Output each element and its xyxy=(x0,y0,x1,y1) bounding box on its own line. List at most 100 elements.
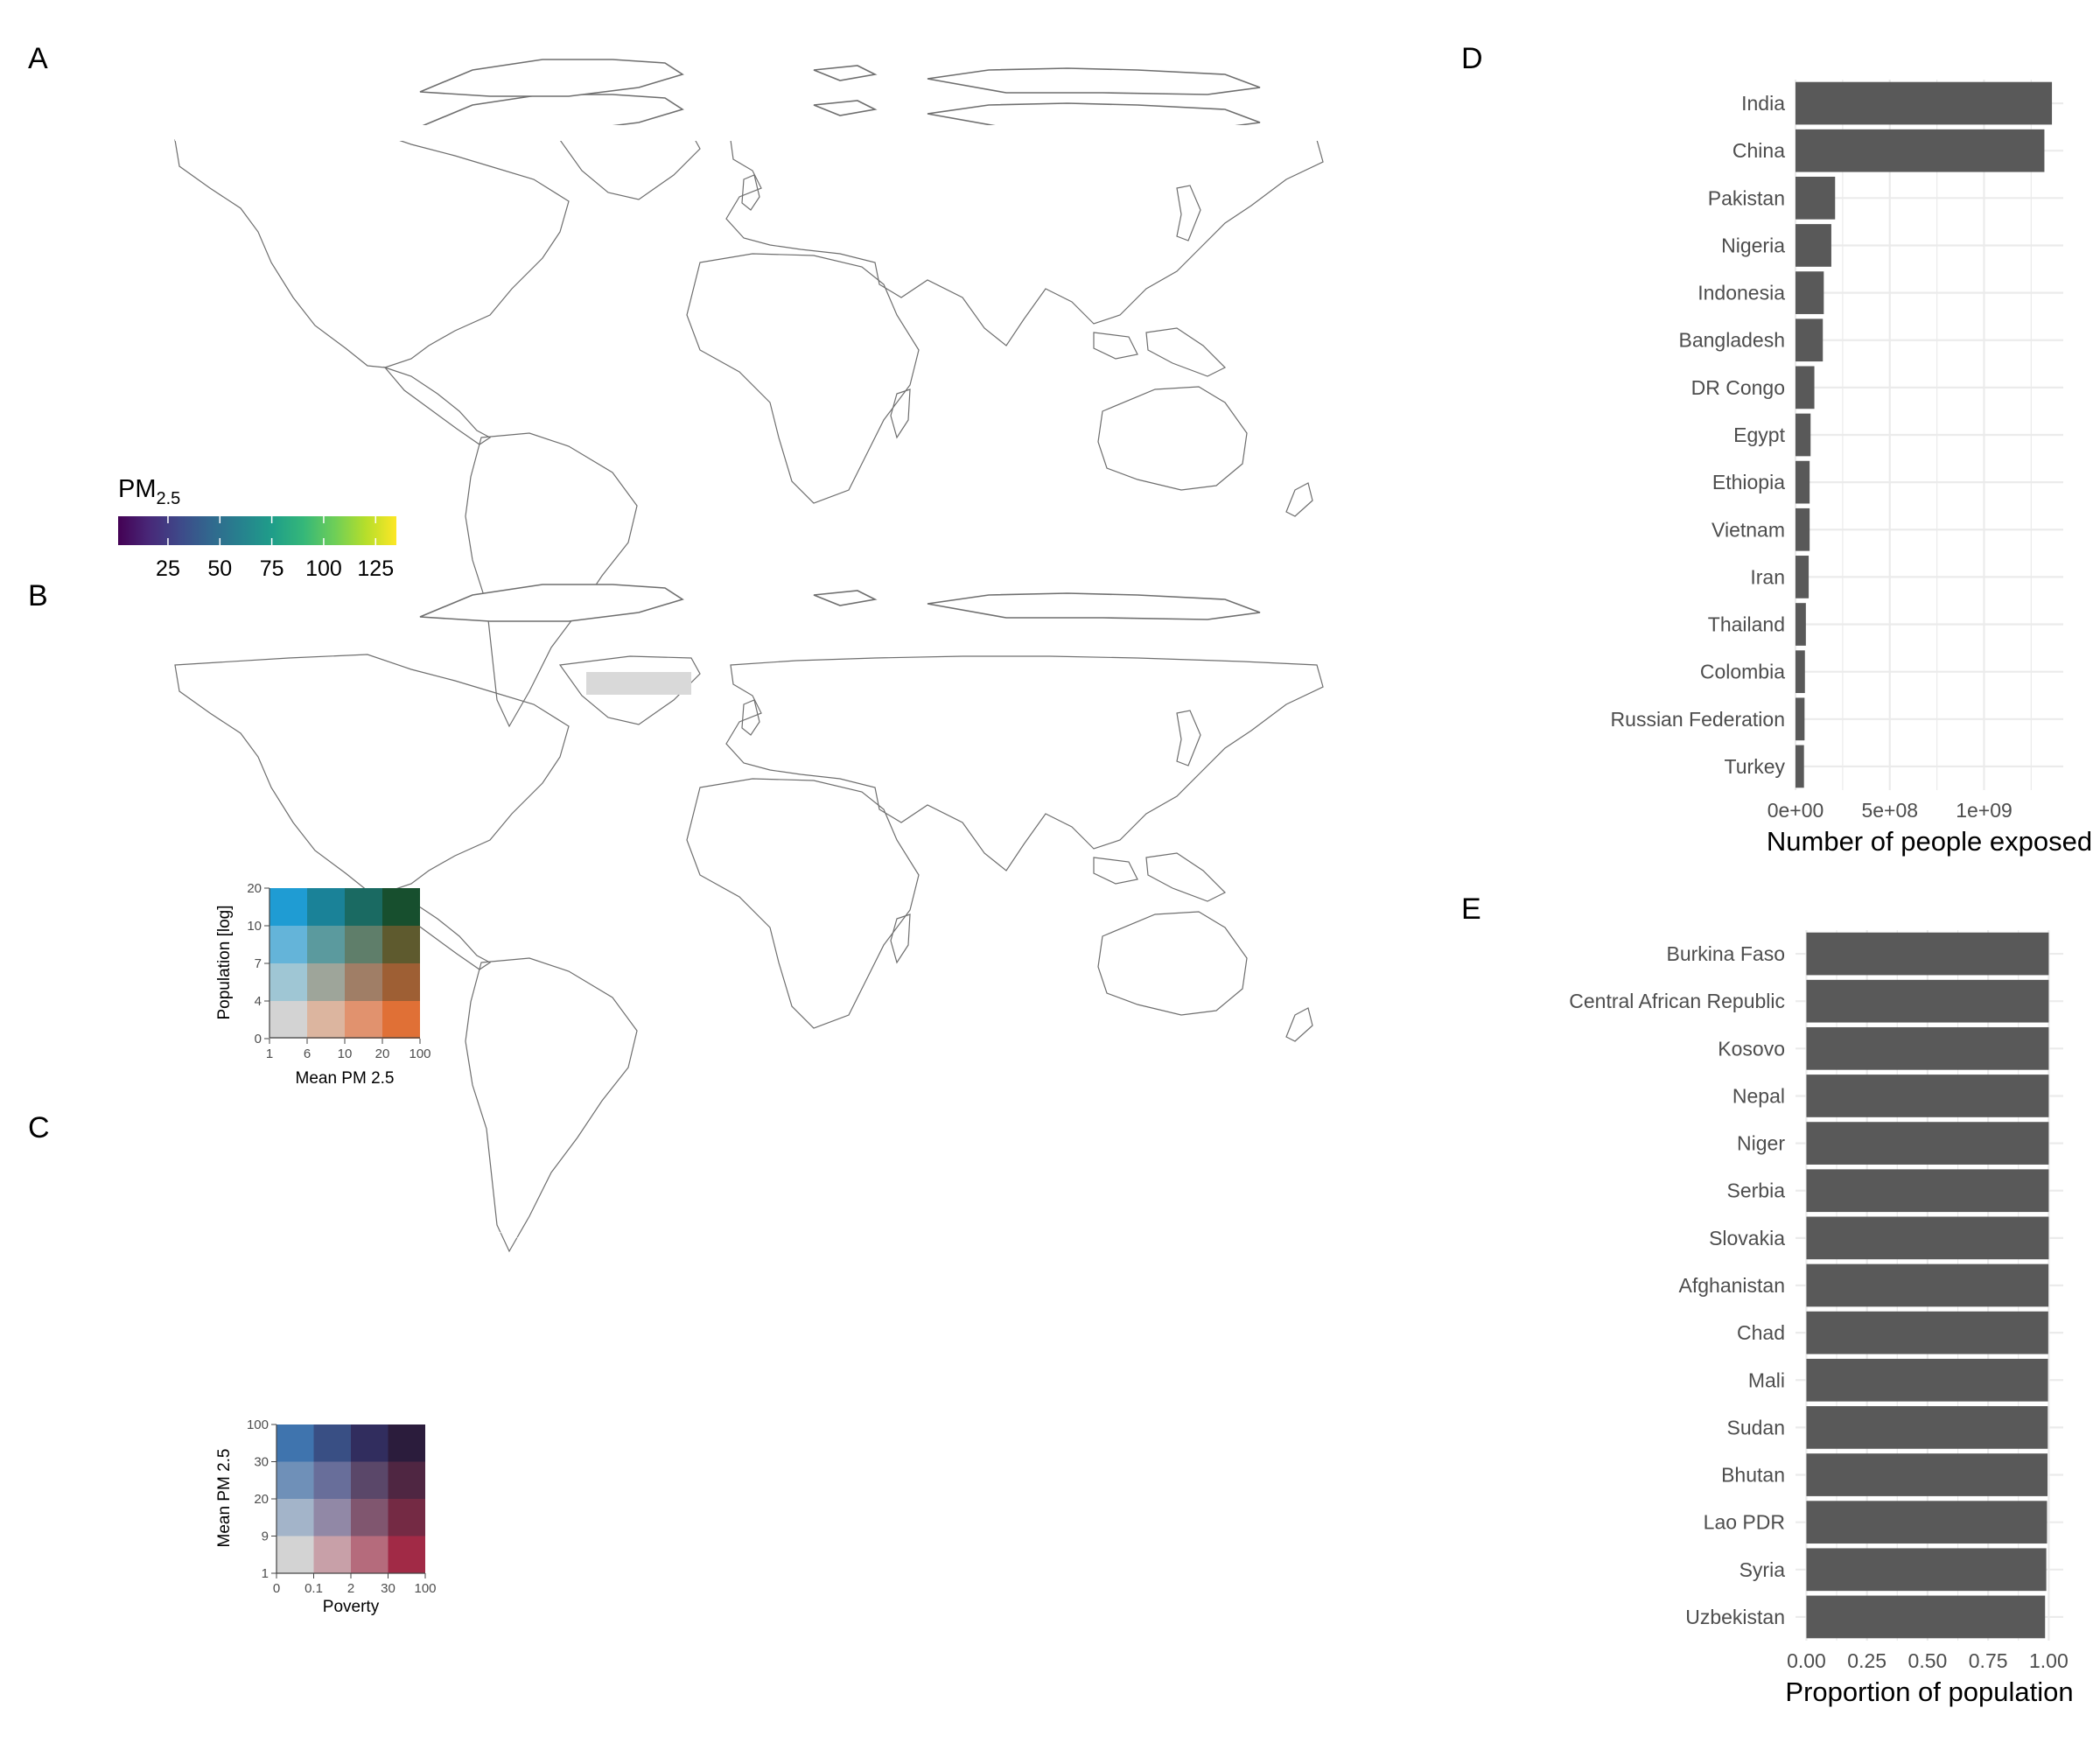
legend-cell xyxy=(276,1461,314,1499)
legend-cell xyxy=(270,926,307,963)
legend-x-tick-label: 6 xyxy=(304,1046,311,1061)
legend-y-tick-label: 7 xyxy=(255,956,262,971)
legend-cell xyxy=(388,1536,425,1573)
legend-c-x-title: Poverty xyxy=(323,1598,380,1616)
legend-b-x-title: Mean PM 2.5 xyxy=(296,1069,395,1088)
bar xyxy=(1806,1358,2048,1402)
category-label: Slovakia xyxy=(1709,1227,1785,1250)
category-label: Serbia xyxy=(1727,1180,1786,1202)
legend-y-tick-label: 4 xyxy=(255,994,262,1009)
legend-y-tick-label: 0 xyxy=(255,1032,262,1046)
category-label: DR Congo xyxy=(1691,376,1785,399)
legend-cell xyxy=(313,1499,351,1536)
bar xyxy=(1796,224,1831,267)
category-label: Indonesia xyxy=(1698,282,1785,304)
legend-cell xyxy=(351,1461,388,1499)
x-tick-label: 0.25 xyxy=(1847,1649,1886,1672)
bar xyxy=(1806,979,2049,1023)
bar xyxy=(1806,1453,2048,1496)
legend-a-title: PM xyxy=(118,475,157,503)
category-label: Pakistan xyxy=(1708,186,1785,209)
bar xyxy=(1796,603,1806,646)
legend-y-tick-label: 10 xyxy=(247,919,262,934)
bar xyxy=(1796,697,1805,741)
category-label: Burkina Faso xyxy=(1666,942,1785,965)
legend-cell xyxy=(345,1001,382,1039)
x-tick-label: 1e+09 xyxy=(1956,799,2012,822)
x-tick-label: 0e+00 xyxy=(1768,799,1824,822)
bar xyxy=(1806,1406,2048,1449)
category-label: Turkey xyxy=(1725,755,1786,778)
map-a-top-cut xyxy=(175,125,1321,141)
x-tick-label: 0.00 xyxy=(1787,1649,1826,1672)
category-label: Russian Federation xyxy=(1611,708,1785,731)
legend-x-tick-label: 1 xyxy=(266,1046,273,1061)
legend-b-grid xyxy=(270,888,420,1039)
category-label: Syria xyxy=(1740,1558,1786,1581)
legend-y-tick-label: 100 xyxy=(247,1418,269,1432)
panel-letter-e: E xyxy=(1461,892,1481,926)
legend-a: PM2.5 25 50 75 100 125 xyxy=(118,475,396,581)
bar xyxy=(1806,1026,2049,1070)
x-tick-label: 0.75 xyxy=(1969,1649,2008,1672)
legend-y-tick-label: 30 xyxy=(254,1455,269,1470)
bar xyxy=(1806,1264,2049,1307)
legend-cell xyxy=(307,926,345,963)
legend-x-tick-label: 100 xyxy=(409,1046,430,1061)
legend-cell xyxy=(388,1461,425,1499)
legend-c: 1 9 20 30 100 0 0.1 2 30 100 Mean PM 2.5 Poverty xyxy=(215,1418,437,1616)
panel-letter-a: A xyxy=(28,42,48,75)
bar xyxy=(1796,508,1810,551)
svg-text:PM2.5: PM2.5 xyxy=(118,475,180,508)
legend-cell xyxy=(307,1001,345,1039)
legend-cell xyxy=(351,1536,388,1573)
legend-cell xyxy=(388,1499,425,1536)
legend-x-tick-label: 20 xyxy=(375,1046,390,1061)
legend-cell xyxy=(313,1424,351,1462)
x-axis-title: Number of people exposed xyxy=(1767,826,2092,857)
category-label: China xyxy=(1732,139,1785,162)
bar xyxy=(1796,271,1824,314)
legend-cell xyxy=(313,1536,351,1573)
legend-y-tick-label: 9 xyxy=(262,1530,269,1544)
chart-e: Burkina Faso Central African Republic Koso… xyxy=(1569,930,2074,1707)
legend-cell xyxy=(276,1424,314,1462)
legend-cell xyxy=(276,1536,314,1573)
legend-b-x-ticks: 1 6 10 20 100 xyxy=(266,1039,431,1061)
legend-y-tick-label: 1 xyxy=(262,1566,269,1581)
legend-y-tick-label: 20 xyxy=(247,881,262,896)
legend-cell xyxy=(270,888,307,926)
category-label: Niger xyxy=(1737,1132,1785,1155)
category-label: Lao PDR xyxy=(1704,1511,1785,1534)
bar xyxy=(1806,1501,2048,1544)
category-label: Uzbekistan xyxy=(1685,1606,1785,1628)
legend-cell xyxy=(351,1499,388,1536)
bar xyxy=(1806,1548,2047,1592)
category-label: Ethiopia xyxy=(1712,471,1785,494)
bar xyxy=(1796,366,1815,410)
legend-cell xyxy=(270,1001,307,1039)
category-label: India xyxy=(1741,92,1785,115)
map-b-greenland-fill xyxy=(586,672,691,695)
map-b xyxy=(174,584,1324,1252)
x-tick-label: 1.00 xyxy=(2029,1649,2068,1672)
category-label: Egypt xyxy=(1733,424,1785,446)
x-tick-label: 0.50 xyxy=(1908,1649,1948,1672)
legend-cell xyxy=(345,926,382,963)
legend-cell xyxy=(270,963,307,1001)
bar xyxy=(1796,129,2045,172)
legend-y-tick-label: 20 xyxy=(254,1492,269,1507)
bar xyxy=(1796,460,1810,504)
legend-a-ticks: 25 50 75 100 125 xyxy=(156,516,394,581)
legend-cell xyxy=(345,888,382,926)
legend-c-x-ticks: 0 0.1 2 30 100 xyxy=(273,1573,437,1596)
legend-a-subscript: 2.5 xyxy=(157,489,181,508)
legend-b-y-title: Population [log] xyxy=(215,906,234,1020)
legend-x-tick-label: 30 xyxy=(381,1581,396,1596)
x-tick-label: 5e+08 xyxy=(1861,799,1918,822)
legend-a-tick-label: 50 xyxy=(207,556,232,581)
bar xyxy=(1796,81,2053,125)
legend-cell xyxy=(307,963,345,1001)
legend-x-tick-label: 0.1 xyxy=(304,1581,323,1596)
